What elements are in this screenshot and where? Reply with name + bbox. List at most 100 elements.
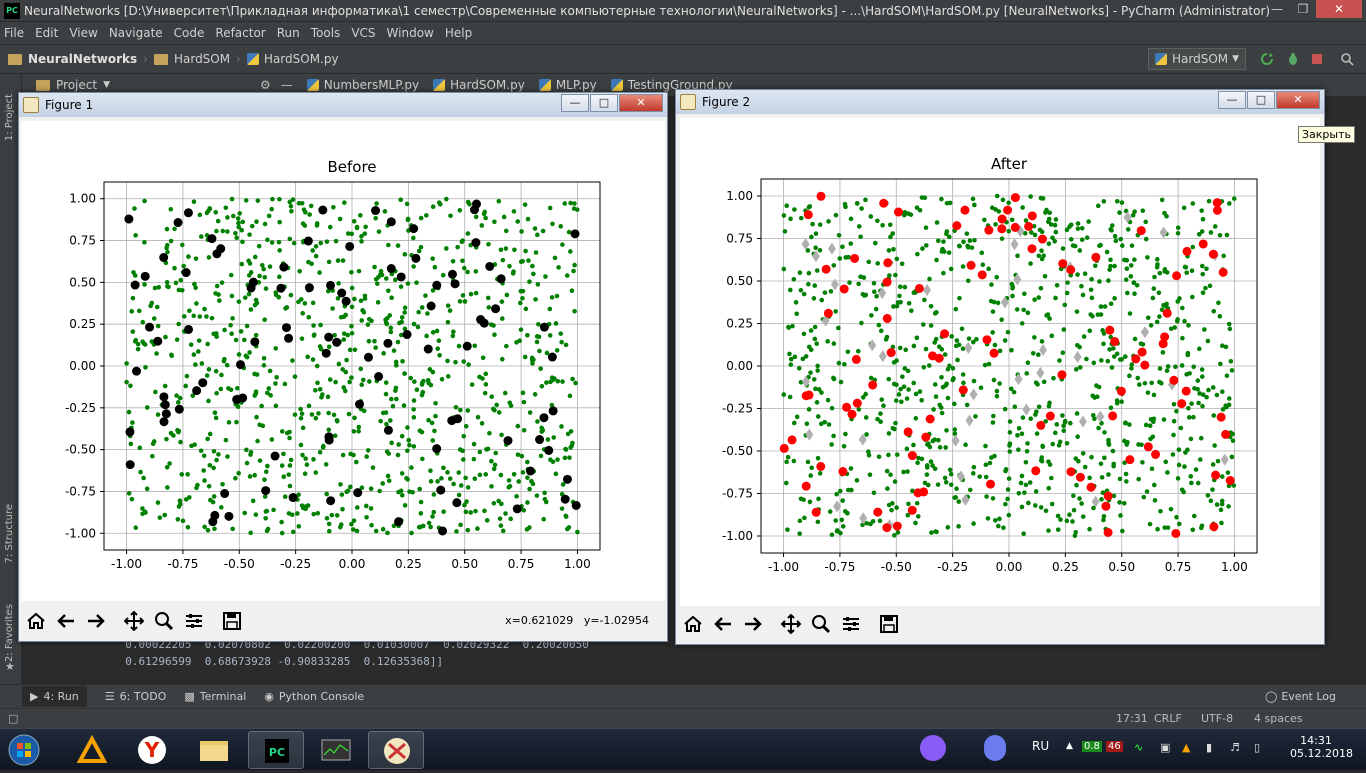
figure1-minimize-button[interactable]: — [561, 94, 589, 112]
data-point [242, 295, 248, 300]
gear-icon[interactable]: ⚙ [259, 78, 271, 92]
caret-position[interactable]: 17:31 [1116, 712, 1148, 725]
alice-assistant-icon[interactable] [920, 735, 946, 761]
save-icon[interactable] [876, 611, 902, 637]
menu-window[interactable]: Window [386, 26, 434, 40]
tab-todo[interactable]: ☰ 6: TODO [105, 690, 167, 703]
menu-tools[interactable]: Tools [310, 26, 341, 40]
indent-setting[interactable]: 4 spaces [1254, 712, 1303, 725]
data-point [1186, 415, 1192, 420]
file-encoding[interactable]: UTF-8 [1201, 712, 1234, 725]
taskbar-python-figure-icon[interactable] [368, 731, 424, 769]
figure2-close-button[interactable]: ✕ [1276, 91, 1320, 109]
taskbar-avast-icon[interactable] [64, 731, 120, 769]
tab-run[interactable]: ▶ 4: Run [22, 686, 87, 707]
menu-edit[interactable]: Edit [35, 26, 59, 40]
taskbar-pycharm-icon[interactable]: PC [248, 731, 304, 769]
line-separator[interactable]: CRLF [1154, 712, 1182, 725]
back-arrow-icon[interactable] [710, 611, 736, 637]
neuron-point [1125, 455, 1135, 465]
home-icon[interactable] [680, 611, 706, 637]
menu-vcs[interactable]: VCS [351, 26, 376, 40]
forward-arrow-icon[interactable] [740, 611, 766, 637]
menu-code[interactable]: Code [173, 26, 205, 40]
debug-icon[interactable] [1286, 52, 1300, 66]
breadcrumb-file[interactable]: HardSOM.py [263, 52, 339, 66]
data-point [1019, 504, 1025, 510]
tab-python-console[interactable]: ◉ Python Console [264, 690, 364, 703]
pan-icon[interactable] [778, 611, 804, 637]
tool-tab-favorites[interactable]: 2: Favorites [4, 604, 15, 663]
figure2-minimize-button[interactable]: — [1218, 91, 1246, 109]
save-icon[interactable] [219, 608, 245, 634]
breadcrumb-folder[interactable]: HardSOM [173, 52, 231, 66]
home-icon[interactable] [23, 608, 49, 634]
figure1-canvas[interactable]: Before -1.00 -0.75 -0.50 -0.25 0.00 0.25 0.50 0.… [21, 121, 665, 601]
rerun-icon[interactable] [1260, 52, 1274, 66]
data-point [386, 242, 391, 248]
menu-refactor[interactable]: Refactor [215, 26, 266, 40]
battery-icon[interactable]: ▯ [1254, 741, 1261, 754]
tab-numbersmlp[interactable]: NumbersMLP.py [306, 78, 419, 92]
tab-terminal[interactable]: ▩ Terminal [184, 690, 246, 703]
back-arrow-icon[interactable] [53, 608, 79, 634]
data-point [196, 338, 202, 343]
project-panel-header[interactable]: Project ▼ [36, 78, 110, 92]
data-point [1159, 197, 1165, 203]
tab-testingground[interactable]: TestingGround.py [610, 78, 733, 92]
tool-tab-structure[interactable]: 7: Structure [4, 504, 15, 564]
stop-icon[interactable] [1310, 52, 1324, 66]
figure1-maximize-button[interactable]: □ [590, 94, 618, 112]
data-point [436, 338, 442, 343]
tab-hardsom[interactable]: HardSOM.py [433, 78, 525, 92]
keyboard-icon[interactable]: ▣ [1160, 741, 1171, 754]
show-hidden-icons[interactable]: ▲ [1066, 741, 1073, 751]
figure2-maximize-button[interactable]: □ [1247, 91, 1275, 109]
maximize-button[interactable]: ❐ [1297, 2, 1309, 16]
figure1-close-button[interactable]: ✕ [619, 94, 663, 112]
forward-arrow-icon[interactable] [83, 608, 109, 634]
neuron-point [547, 352, 557, 362]
tool-tab-project[interactable]: 1: Project [4, 94, 15, 142]
data-point [906, 501, 911, 507]
start-button[interactable] [4, 731, 48, 769]
data-point [430, 369, 436, 375]
clock[interactable]: 14:31 05.12.2018 [1290, 734, 1353, 760]
taskbar-explorer-icon[interactable] [186, 731, 242, 769]
search-icon[interactable] [1340, 52, 1354, 66]
zoom-icon[interactable] [808, 611, 834, 637]
figure2-canvas[interactable]: After -1.00 -0.75 -0.50 -0.25 0.00 0.25 0.50 0.7… [680, 118, 1320, 606]
close-button[interactable]: ✕ [1316, 0, 1362, 18]
event-log-button[interactable]: ◯ Event Log [1265, 690, 1336, 703]
minimize-button[interactable]: — [1271, 2, 1283, 16]
pan-icon[interactable] [121, 608, 147, 634]
data-point [524, 527, 530, 532]
breadcrumb-project[interactable]: NeuralNetworks [28, 52, 138, 66]
neuron-point [279, 262, 289, 272]
language-indicator[interactable]: RU [1032, 739, 1050, 753]
configure-subplots-icon[interactable] [838, 611, 864, 637]
microphone-icon[interactable] [984, 735, 1006, 761]
zoom-icon[interactable] [151, 608, 177, 634]
activity-monitor-icon[interactable]: ∿ [1134, 741, 1144, 754]
neuron-point [324, 332, 334, 342]
data-point [1096, 425, 1101, 431]
avast-tray-icon[interactable]: ▲ [1182, 741, 1191, 754]
taskbar-task-manager-icon[interactable] [308, 731, 364, 769]
data-point [1123, 277, 1129, 283]
data-point [228, 322, 233, 328]
menu-help[interactable]: Help [444, 26, 473, 40]
data-point [489, 484, 494, 489]
menu-file[interactable]: File [4, 26, 25, 40]
network-icon[interactable]: ▮ [1206, 741, 1213, 754]
volume-icon[interactable]: ♬ [1230, 741, 1240, 754]
panel-toggle-icon[interactable]: □ [8, 712, 19, 725]
collapse-icon[interactable]: — [280, 78, 293, 92]
configure-subplots-icon[interactable] [181, 608, 207, 634]
taskbar-yandex-browser-icon[interactable]: Y [124, 731, 180, 769]
menu-run[interactable]: Run [276, 26, 300, 40]
menu-view[interactable]: View [69, 26, 98, 40]
run-config-select[interactable]: HardSOM ▼ [1148, 48, 1246, 70]
menu-navigate[interactable]: Navigate [108, 26, 163, 40]
tab-mlp[interactable]: MLP.py [538, 78, 597, 92]
